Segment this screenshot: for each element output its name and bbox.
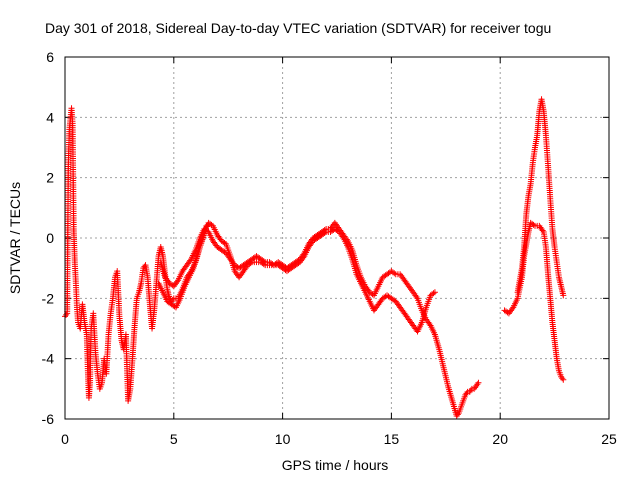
y-tick-label: -2 bbox=[42, 290, 55, 306]
data-point bbox=[530, 221, 537, 228]
data-point bbox=[560, 376, 567, 383]
data-point bbox=[203, 222, 210, 229]
y-tick-label: 2 bbox=[46, 170, 54, 186]
data-point bbox=[260, 258, 267, 265]
data-point bbox=[504, 309, 511, 316]
y-axis-label: SDTVAR / TECUs bbox=[7, 182, 23, 294]
data-point bbox=[269, 261, 276, 268]
x-tick-label: 0 bbox=[61, 431, 69, 447]
data-point bbox=[431, 289, 438, 296]
data-points bbox=[62, 96, 567, 419]
x-tick-label: 10 bbox=[275, 431, 291, 447]
data-point bbox=[321, 229, 328, 236]
data-point bbox=[334, 227, 341, 234]
x-tick-label: 25 bbox=[601, 431, 617, 447]
data-point bbox=[467, 387, 474, 394]
y-tick-label: -6 bbox=[42, 411, 55, 427]
data-point bbox=[560, 292, 567, 299]
y-tick-label: 4 bbox=[46, 109, 54, 125]
y-tick-label: 0 bbox=[46, 230, 54, 246]
x-axis-label: GPS time / hours bbox=[282, 457, 389, 473]
grid-lines bbox=[65, 57, 609, 419]
data-point bbox=[221, 240, 228, 247]
plot-frame bbox=[64, 56, 610, 420]
data-point bbox=[391, 270, 398, 277]
data-point bbox=[63, 311, 70, 318]
data-point bbox=[221, 249, 228, 256]
x-axis-ticks: 0 5 10 15 20 25 bbox=[61, 57, 617, 447]
x-tick-label: 20 bbox=[492, 431, 508, 447]
data-point bbox=[430, 290, 437, 297]
x-tick-label: 5 bbox=[170, 431, 178, 447]
y-tick-label: 6 bbox=[46, 49, 54, 65]
x-tick-label: 15 bbox=[384, 431, 400, 447]
data-point bbox=[391, 297, 398, 304]
y-tick-label: -4 bbox=[42, 351, 55, 367]
chart-title: Day 301 of 2018, Sidereal Day-to-day VTE… bbox=[45, 20, 551, 36]
y-axis-ticks: -6 -4 -2 0 2 4 6 bbox=[42, 49, 609, 427]
data-point bbox=[475, 379, 482, 386]
data-point bbox=[295, 260, 302, 267]
data-point bbox=[169, 282, 176, 289]
